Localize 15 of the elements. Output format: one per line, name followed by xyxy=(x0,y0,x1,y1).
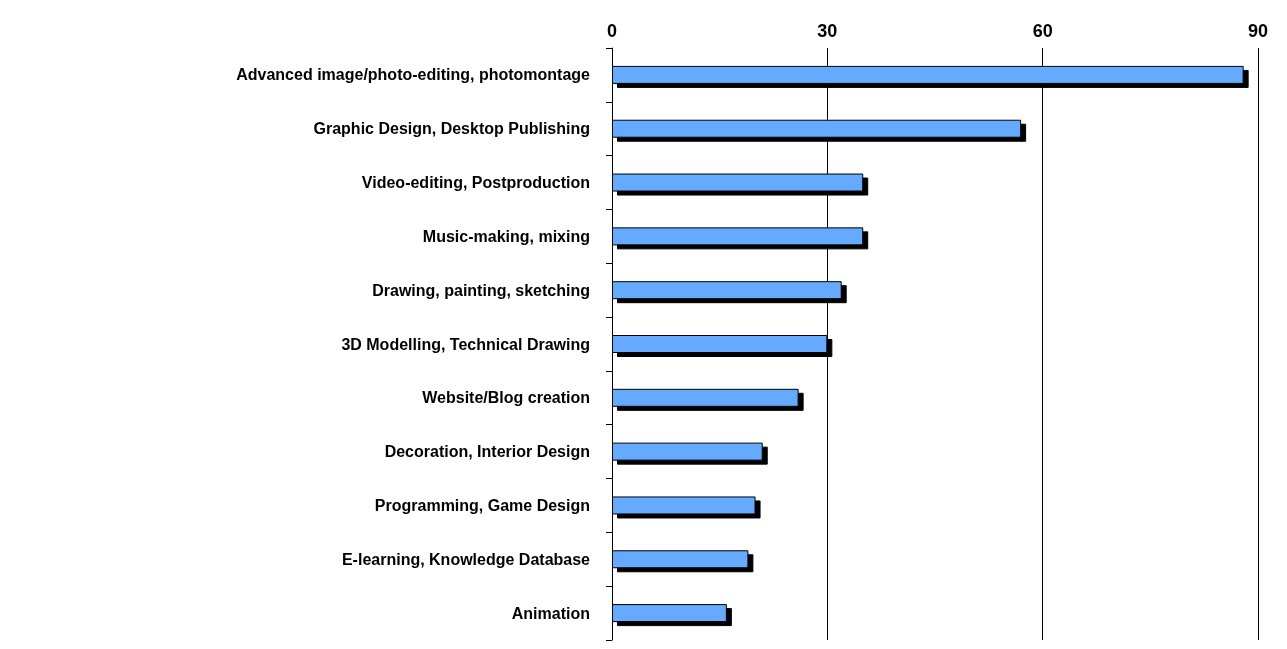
y-tick-label: Animation xyxy=(511,604,590,622)
y-tick-label: Website/Blog creation xyxy=(422,389,590,407)
x-tick-label: 30 xyxy=(817,21,838,41)
y-tick-label: E-learning, Knowledge Database xyxy=(341,550,591,568)
y-tick-label: Graphic Design, Desktop Publishing xyxy=(313,120,590,138)
y-tick-label: Video-editing, Postproduction xyxy=(361,174,590,192)
x-tick-label: 60 xyxy=(1032,21,1053,41)
x-tick-label: 0 xyxy=(606,21,618,41)
y-tick-label: 3D Modelling, Technical Drawing xyxy=(341,335,590,353)
y-tick-label: Advanced image/photo-editing, photomontage xyxy=(236,66,591,84)
y-tick-label: Programming, Game Design xyxy=(374,496,590,514)
y-tick-label: Drawing, painting, sketching xyxy=(372,281,590,299)
y-tick-label: Music-making, mixing xyxy=(422,227,590,245)
y-tick-label: Decoration, Interior Design xyxy=(384,443,590,461)
x-tick-label: 90 xyxy=(1247,21,1269,41)
